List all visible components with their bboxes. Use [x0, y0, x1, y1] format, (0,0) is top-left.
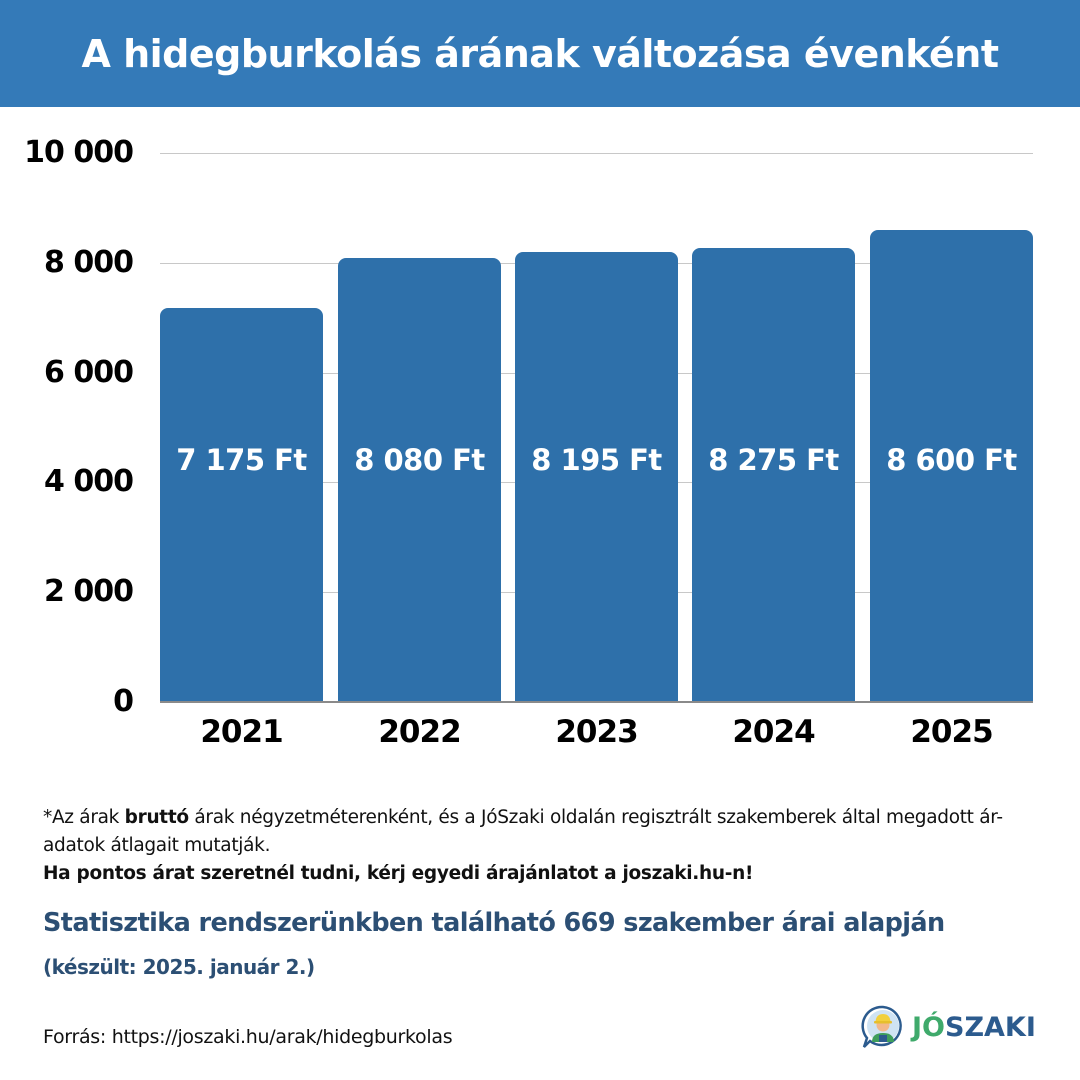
x-axis-line [160, 701, 1033, 703]
made-date: (készült: 2025. január 2.) [43, 955, 315, 979]
bar-value-label: 8 275 Ft [708, 443, 839, 477]
x-tick-2021: 2021 [200, 714, 283, 750]
x-tick-2023: 2023 [555, 714, 638, 750]
bar-value-label: 8 600 Ft [886, 443, 1017, 477]
bar-value-label: 8 080 Ft [354, 443, 485, 477]
note-rest: árak négyzetméterenként, és a JóSzaki ol… [43, 807, 1003, 856]
stats-line: Statisztika rendszerünkben található 669… [43, 908, 945, 938]
bar-2023: 8 195 Ft [515, 252, 678, 702]
bar-2024: 8 275 Ft [692, 248, 855, 702]
y-tick-4000: 4 000 [44, 464, 134, 499]
x-tick-2024: 2024 [732, 714, 815, 750]
y-tick-0: 0 [113, 684, 134, 719]
note-prefix: *Az árak [43, 807, 125, 828]
bar-chart: 10 000 8 000 6 000 4 000 2 000 0 7 175 F… [0, 107, 1080, 787]
joszaki-logo[interactable]: JÓ SZAKI [860, 1003, 1036, 1051]
y-tick-2000: 2 000 [44, 574, 134, 609]
bar-value-label: 8 195 Ft [531, 443, 662, 477]
price-note: *Az árak bruttó árak négyzetméterenként,… [43, 804, 1033, 888]
logo-text-szaki: SZAKI [945, 1011, 1036, 1043]
note-bold: bruttó [124, 807, 189, 828]
source-link[interactable]: Forrás: https://joszaki.hu/arak/hidegbur… [43, 1026, 453, 1048]
header-banner: A hidegburkolás árának változása évenkén… [0, 0, 1080, 107]
bar-value-label: 7 175 Ft [176, 443, 307, 477]
x-tick-2025: 2025 [910, 714, 993, 750]
note-cta: Ha pontos árat szeretnél tudni, kérj egy… [43, 863, 754, 884]
worker-avatar-icon [861, 1005, 902, 1048]
y-tick-6000: 6 000 [44, 355, 134, 390]
x-tick-2022: 2022 [378, 714, 461, 750]
bar-2021: 7 175 Ft [160, 308, 323, 702]
gridline-10000 [160, 153, 1033, 154]
page-title: A hidegburkolás árának változása évenkén… [81, 31, 999, 76]
bar-2025: 8 600 Ft [870, 230, 1033, 702]
bar-2022: 8 080 Ft [338, 258, 501, 702]
y-tick-8000: 8 000 [44, 245, 134, 280]
y-tick-10000: 10 000 [24, 135, 134, 170]
logo-text-jo: JÓ [912, 1011, 945, 1043]
